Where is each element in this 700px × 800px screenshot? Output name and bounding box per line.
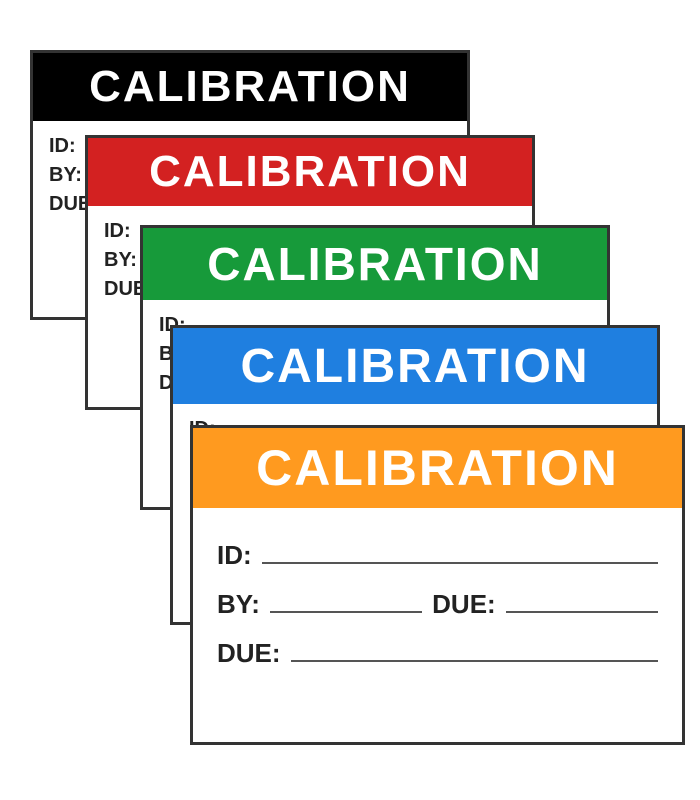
field-label-due: DUE: [432, 589, 496, 620]
field-line [270, 610, 422, 613]
header-bar: CALIBRATION [193, 428, 682, 508]
field-label-partial: BY: [104, 249, 137, 272]
field-line [262, 561, 658, 564]
header-bar: CALIBRATION [143, 228, 607, 300]
header-bar: CALIBRATION [173, 328, 657, 404]
header-bar: CALIBRATION [33, 53, 467, 121]
field-label-partial: BY: [49, 164, 82, 187]
field-line [506, 610, 658, 613]
field-label-partial: ID: [104, 220, 131, 243]
header-bar: CALIBRATION [88, 138, 532, 206]
field-line [291, 659, 658, 662]
label-stack: CALIBRATION ID: BY: DUE: CALIBRATION ID: BY: DU… [20, 50, 680, 750]
label-orange: CALIBRATION ID: BY: DUE: DUE: [190, 425, 685, 745]
field-label-by: BY: [217, 589, 260, 620]
field-label-partial: ID: [49, 135, 76, 158]
field-label-due2: DUE: [217, 638, 281, 669]
field-label-id: ID: [217, 540, 252, 571]
fields-area: ID: BY: DUE: DUE: [193, 508, 682, 701]
